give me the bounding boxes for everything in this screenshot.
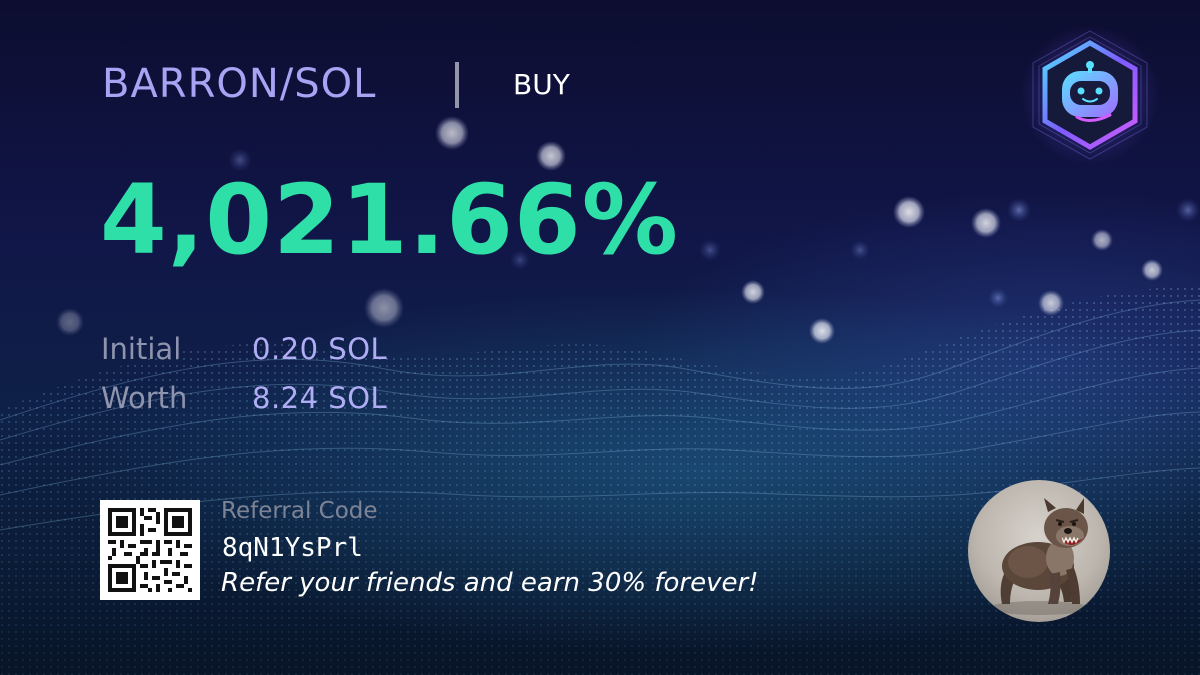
- referral-promo-text: Refer your friends and earn 30% forever!: [221, 568, 759, 598]
- referral-code-label: Referral Code: [221, 498, 378, 524]
- trading-pair: BARRON/SOL: [102, 61, 377, 107]
- header-divider: [455, 62, 459, 108]
- initial-label: Initial: [101, 332, 182, 366]
- referral-qr-code: [100, 500, 200, 600]
- referral-code-value: 8qN1YsPrl: [222, 533, 363, 563]
- worth-label: Worth: [101, 381, 188, 415]
- angry-bulldog-avatar-icon: [968, 480, 1110, 622]
- initial-value: 0.20 SOL: [252, 332, 388, 366]
- robot-head-hexagon-logo-icon: [1015, 25, 1165, 165]
- worth-value: 8.24 SOL: [252, 381, 388, 415]
- trade-side-badge: BUY: [513, 68, 570, 101]
- pnl-percentage: 4,021.66%: [100, 164, 679, 276]
